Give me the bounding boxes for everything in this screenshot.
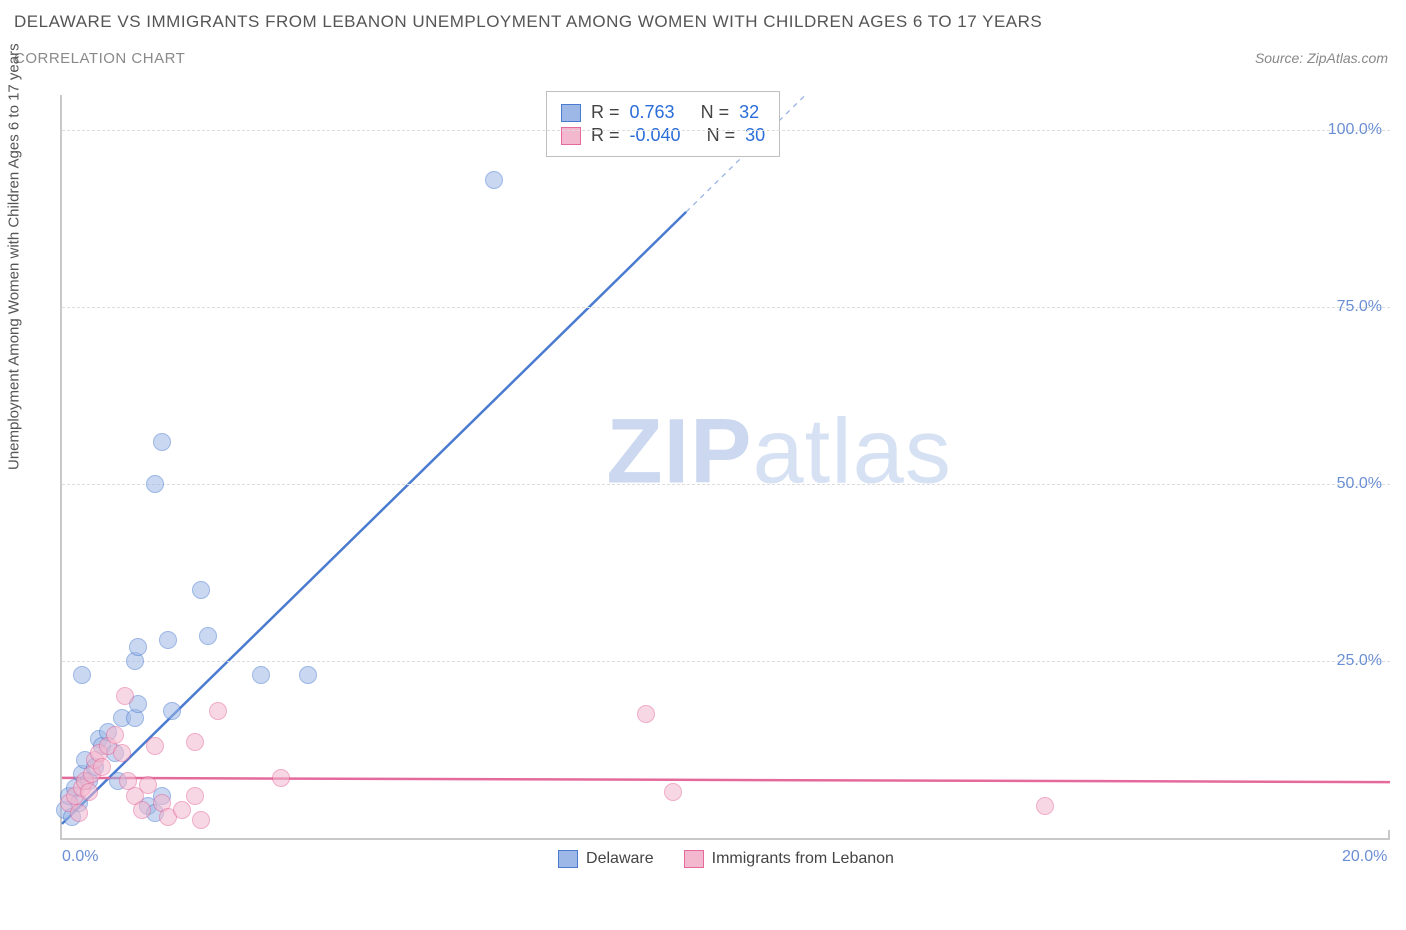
point-lebanon — [146, 737, 164, 755]
point-lebanon — [116, 687, 134, 705]
source-attribution: Source: ZipAtlas.com — [1255, 50, 1388, 66]
stat-r-value-1: -0.040 — [630, 125, 681, 146]
x-axis-end-tick — [1388, 830, 1390, 838]
y-tick-label: 75.0% — [1337, 298, 1382, 316]
legend-swatch-1 — [684, 850, 704, 868]
scatter-chart: ZIPatlas R = 0.763 N = 32 R = -0.040 N =… — [60, 95, 1390, 840]
watermark-atlas: atlas — [753, 400, 952, 502]
point-delaware — [163, 702, 181, 720]
stats-row-series-1: R = -0.040 N = 30 — [561, 125, 765, 146]
point-delaware — [73, 666, 91, 684]
legend-item-1: Immigrants from Lebanon — [684, 850, 894, 868]
point-lebanon — [272, 769, 290, 787]
point-lebanon — [209, 702, 227, 720]
point-lebanon — [173, 801, 191, 819]
point-lebanon — [192, 811, 210, 829]
legend-label-1: Immigrants from Lebanon — [712, 850, 894, 868]
legend-item-0: Delaware — [558, 850, 654, 868]
stat-r-label: R = — [591, 102, 620, 123]
y-tick-label: 100.0% — [1328, 121, 1382, 139]
point-lebanon — [133, 801, 151, 819]
point-lebanon — [1036, 797, 1054, 815]
point-lebanon — [70, 804, 88, 822]
point-delaware — [153, 433, 171, 451]
stat-n-label: N = — [701, 102, 730, 123]
point-delaware — [146, 475, 164, 493]
stats-row-series-0: R = 0.763 N = 32 — [561, 102, 765, 123]
point-lebanon — [186, 787, 204, 805]
point-delaware — [159, 631, 177, 649]
gridline — [62, 130, 1390, 131]
y-axis-label: Unemployment Among Women with Children A… — [6, 43, 23, 470]
point-lebanon — [637, 705, 655, 723]
stat-n-label: N = — [707, 125, 736, 146]
point-lebanon — [80, 783, 98, 801]
source-name: ZipAtlas.com — [1307, 50, 1388, 66]
stat-r-value-0: 0.763 — [630, 102, 675, 123]
y-tick-label: 50.0% — [1337, 475, 1382, 493]
point-delaware — [192, 581, 210, 599]
stats-box: R = 0.763 N = 32 R = -0.040 N = 30 — [546, 91, 780, 157]
gridline — [62, 661, 1390, 662]
regression-lines — [62, 95, 1390, 838]
point-lebanon — [186, 733, 204, 751]
point-lebanon — [664, 783, 682, 801]
legend-swatch-series-0 — [561, 104, 581, 122]
point-delaware — [199, 627, 217, 645]
stat-n-value-0: 32 — [739, 102, 759, 123]
page-subtitle: CORRELATION CHART — [14, 50, 1042, 67]
point-lebanon — [93, 758, 111, 776]
legend-swatch-0 — [558, 850, 578, 868]
bottom-legend: Delaware Immigrants from Lebanon — [62, 850, 1390, 868]
page-title: DELAWARE VS IMMIGRANTS FROM LEBANON UNEM… — [14, 12, 1042, 32]
legend-label-0: Delaware — [586, 850, 654, 868]
point-lebanon — [113, 744, 131, 762]
y-tick-label: 25.0% — [1337, 652, 1382, 670]
point-delaware — [485, 171, 503, 189]
point-delaware — [129, 638, 147, 656]
point-delaware — [299, 666, 317, 684]
x-tick-label: 0.0% — [62, 848, 98, 866]
gridline — [62, 484, 1390, 485]
stat-n-value-1: 30 — [745, 125, 765, 146]
watermark: ZIPatlas — [606, 399, 951, 504]
gridline — [62, 307, 1390, 308]
point-delaware — [252, 666, 270, 684]
stat-r-label: R = — [591, 125, 620, 146]
legend-swatch-series-1 — [561, 127, 581, 145]
point-lebanon — [106, 726, 124, 744]
point-lebanon — [139, 776, 157, 794]
source-prefix: Source: — [1255, 50, 1307, 66]
x-tick-label: 20.0% — [1342, 848, 1387, 866]
watermark-zip: ZIP — [606, 400, 752, 502]
